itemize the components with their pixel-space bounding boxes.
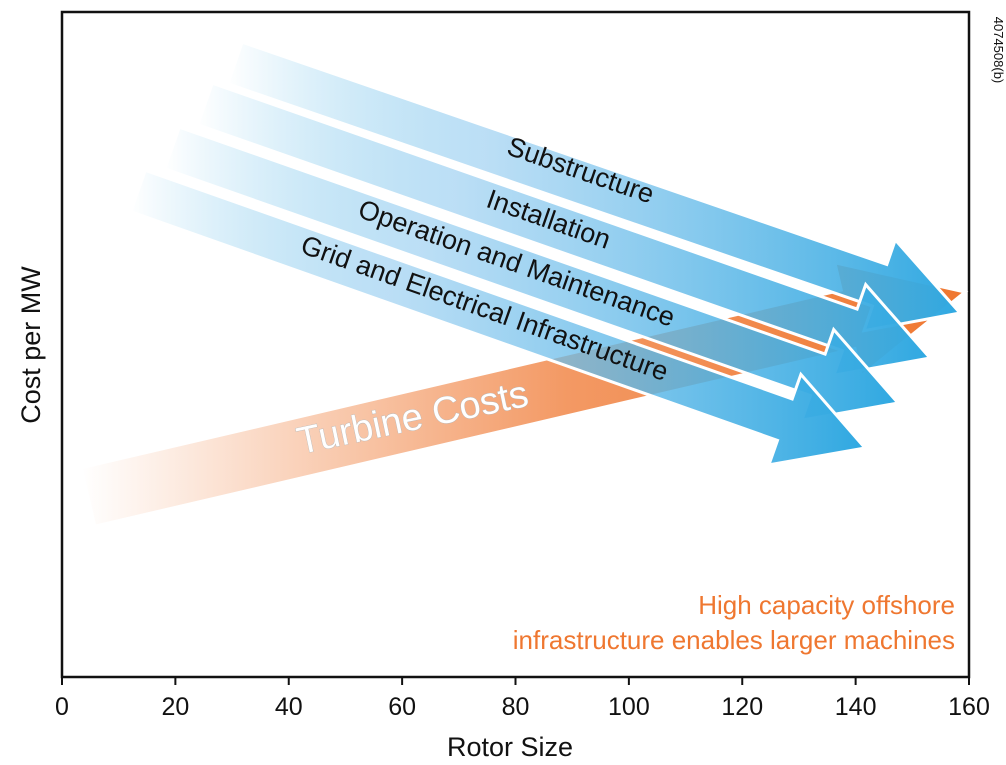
x-tick-label: 60 <box>388 693 416 721</box>
x-tick-label: 40 <box>275 693 303 721</box>
arrows-layer <box>79 40 969 529</box>
y-axis-title: Cost per MW <box>16 266 46 424</box>
x-tick-label: 100 <box>608 693 650 721</box>
annotation-line-2: infrastructure enables larger machines <box>513 625 955 655</box>
figure-id: 4074508(b) <box>991 17 1006 84</box>
x-axis-title: Rotor Size <box>447 732 573 762</box>
x-tick-label: 20 <box>161 693 189 721</box>
x-axis: 0 20 40 60 80 100 120 140 160 <box>55 677 990 721</box>
x-tick-label: 0 <box>55 693 69 721</box>
x-tick-label: 80 <box>502 693 530 721</box>
x-tick-label: 120 <box>721 693 763 721</box>
x-tick-label: 140 <box>835 693 877 721</box>
annotation-line-1: High capacity offshore <box>698 590 955 620</box>
trend-arrow-grid-and-electrical-infrastructure <box>128 168 868 467</box>
x-tick-label: 160 <box>948 693 990 721</box>
